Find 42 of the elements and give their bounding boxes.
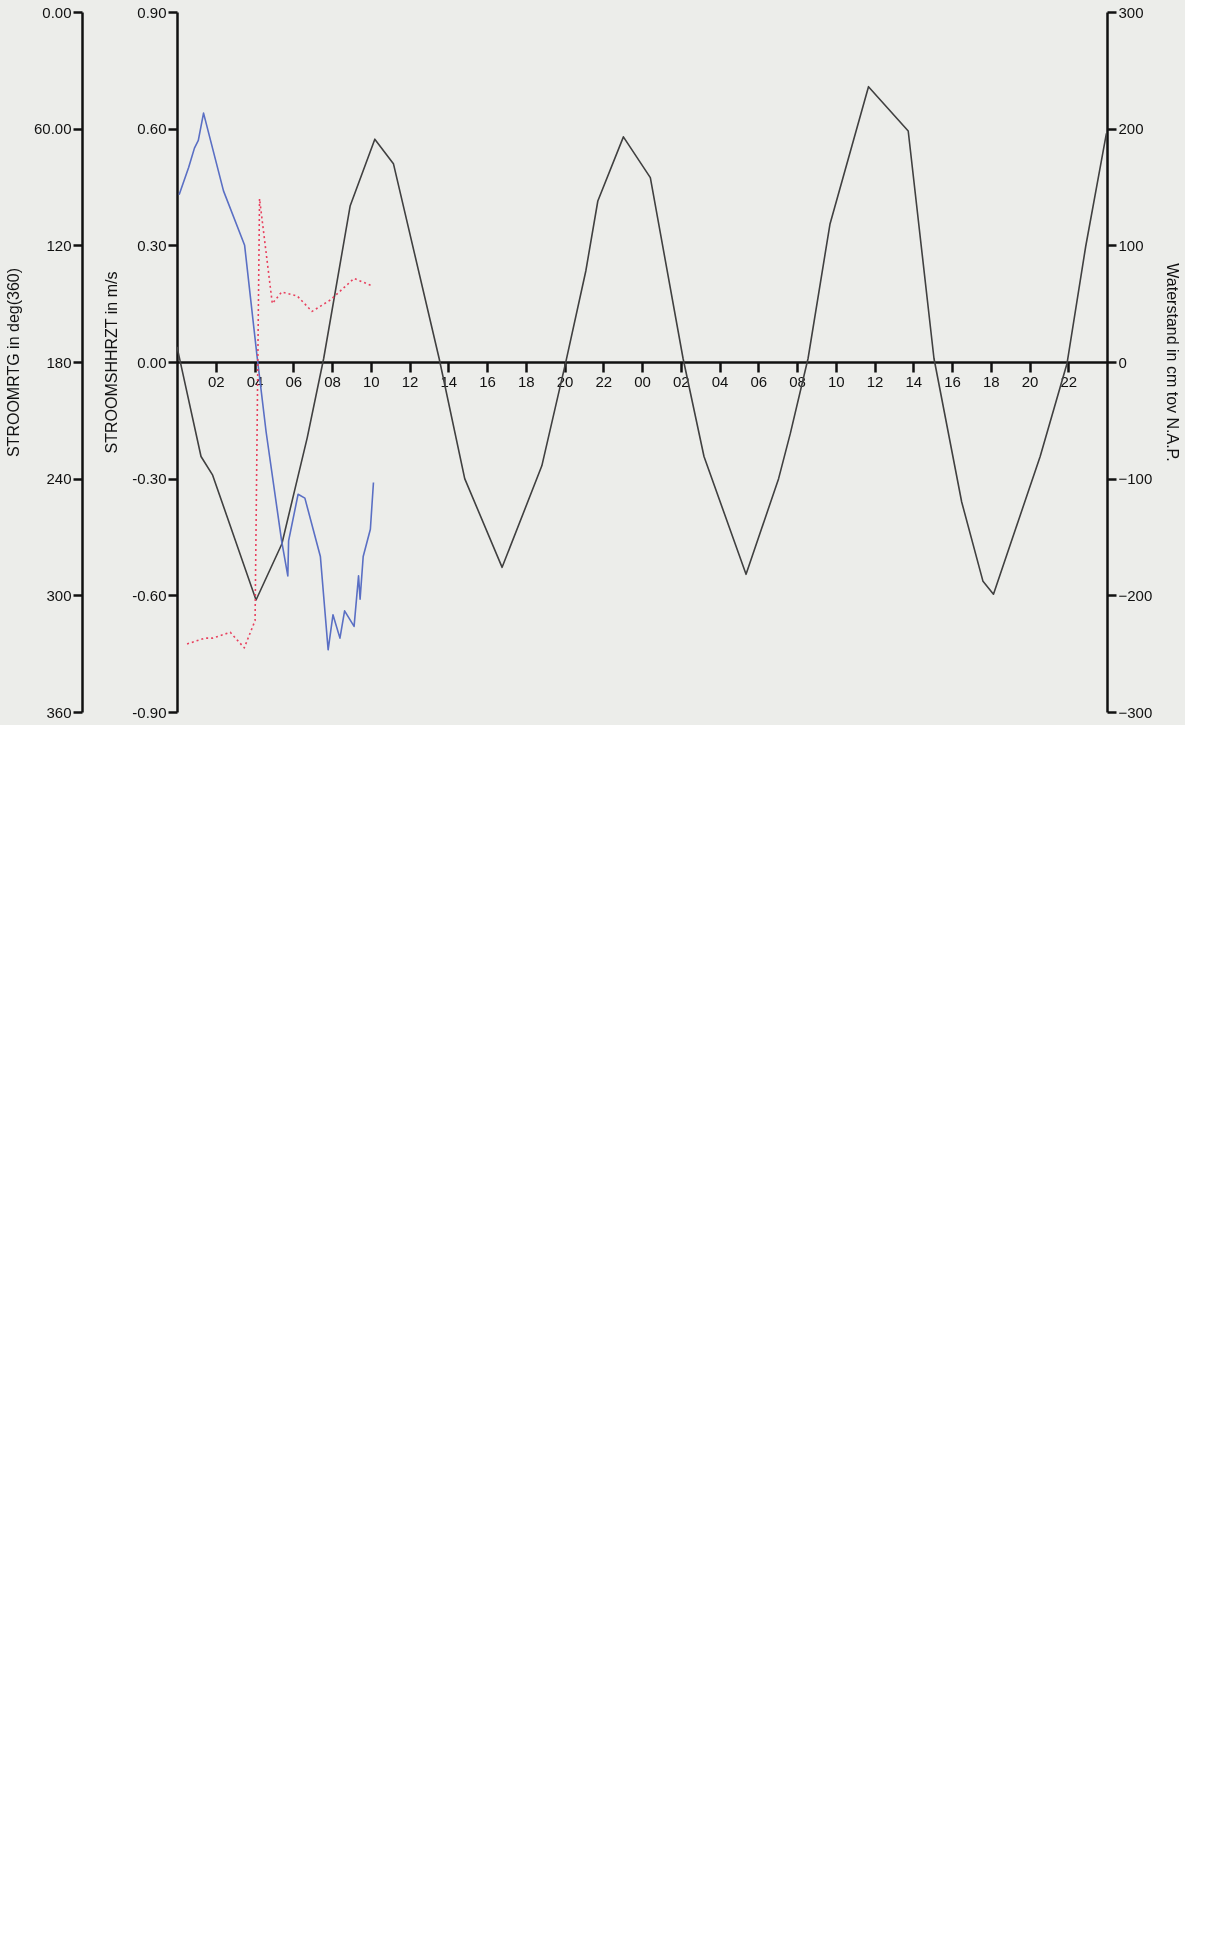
- x-tick-label: 04: [711, 372, 729, 390]
- x-tick-label: 18: [517, 372, 535, 390]
- y2-tick-label: 100: [1118, 236, 1144, 254]
- y3-tick-label: 240: [46, 470, 72, 488]
- y3-tick-label: 0.00: [42, 3, 72, 21]
- y2-tick-label: 200: [1118, 120, 1144, 138]
- x-tick-label: 10: [827, 372, 845, 390]
- x-tick-label: 22: [1060, 372, 1078, 390]
- y2-tick-label: −100: [1118, 470, 1153, 488]
- y-tick-label: 0.90: [137, 3, 167, 21]
- y-tick-label: 0.30: [137, 236, 167, 254]
- y-tick-label: 0.60: [137, 120, 167, 138]
- y2-tick-label: −300: [1118, 703, 1153, 721]
- y2-tick-label: 300: [1118, 3, 1144, 21]
- x-tick-label: 06: [750, 372, 768, 390]
- x-tick-label: 08: [324, 372, 341, 390]
- y-tick-label: 0.00: [137, 353, 167, 371]
- x-tick-label: 12: [866, 372, 884, 390]
- y-tick-label: -0.30: [132, 470, 167, 488]
- x-tick-label: 02: [207, 372, 225, 390]
- x-tick-label: 00: [634, 372, 651, 390]
- x-tick-label: 18: [982, 372, 1000, 390]
- x-tick-label: 22: [595, 372, 613, 390]
- x-tick-label: 12: [401, 372, 419, 390]
- y3-tick-label: 60.00: [33, 120, 72, 138]
- y-axis-title: STROOMSHHRZT in m/s: [103, 271, 121, 454]
- y3-tick-label: 180: [46, 353, 72, 371]
- y2-axis-title: Waterstand in cm tov N.A.P.: [1164, 263, 1182, 462]
- y2-tick-label: 0: [1118, 353, 1127, 371]
- y3-tick-label: 360: [46, 703, 72, 721]
- y2-tick-label: −200: [1118, 586, 1153, 604]
- x-tick-label: 16: [479, 372, 496, 390]
- y3-tick-label: 120: [46, 236, 72, 254]
- x-tick-label: 06: [285, 372, 303, 390]
- y-tick-label: -0.60: [132, 586, 167, 604]
- y3-tick-label: 300: [46, 586, 72, 604]
- x-tick-label: 20: [1021, 372, 1039, 390]
- x-tick-label: 14: [905, 372, 923, 390]
- x-tick-label: 10: [362, 372, 380, 390]
- y-tick-label: -0.90: [132, 703, 167, 721]
- x-tick-label: 16: [944, 372, 961, 390]
- y3-axis-title: STROOMRTG in deg(360): [4, 267, 22, 458]
